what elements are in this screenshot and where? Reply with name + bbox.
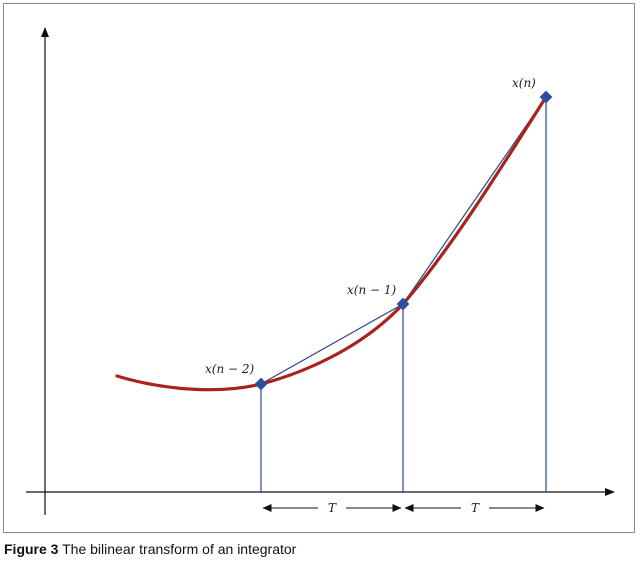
label-x-n-1: x(n − 1) <box>347 283 396 297</box>
sample-marker-n-2 <box>254 377 268 391</box>
caption-number: Figure 3 <box>4 541 59 557</box>
figure-caption: Figure 3 The bilinear transform of an in… <box>4 541 296 557</box>
interval-2-label: T <box>471 501 480 515</box>
label-x-n-2: x(n − 2) <box>205 362 254 376</box>
figure-frame <box>3 3 635 533</box>
sample-marker-n-1 <box>396 297 410 311</box>
label-x-n: x(n) <box>512 76 536 90</box>
chord-2 <box>402 96 547 305</box>
signal-curve <box>115 95 548 392</box>
caption-text: The bilinear transform of an integrator <box>62 541 297 557</box>
interval-1-label: T <box>328 501 337 515</box>
chord-1 <box>260 303 404 385</box>
